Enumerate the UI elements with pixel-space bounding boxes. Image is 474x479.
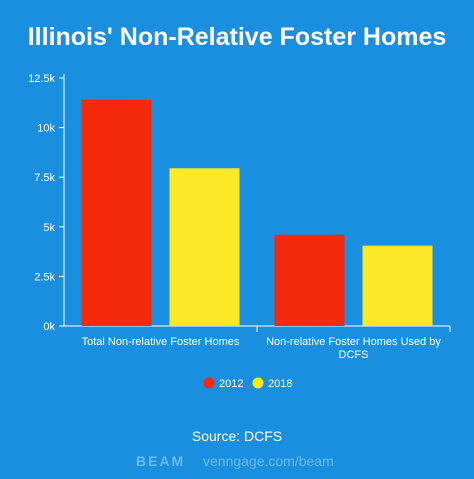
y-tick-label: 7.5k bbox=[34, 172, 55, 184]
x-category-label: DCFS bbox=[339, 349, 369, 361]
legend-swatch-2018 bbox=[252, 377, 264, 389]
x-category-label: Total Non-relative Foster Homes bbox=[82, 336, 240, 348]
beam-logo: BEAM bbox=[136, 453, 185, 469]
bars bbox=[81, 99, 433, 326]
x-category-label: Non-relative Foster Homes Used by bbox=[266, 336, 441, 348]
venngage-link[interactable]: venngage.com/beam bbox=[203, 453, 334, 469]
x-axis-labels: Total Non-relative Foster Homes Non-relat… bbox=[82, 326, 451, 361]
legend-label: 2012 bbox=[219, 378, 243, 390]
y-axis-ticks: 0k 2.5k 5k 7.5k 10k 12.5k bbox=[28, 73, 64, 333]
y-tick-label: 10k bbox=[37, 123, 55, 135]
legend-swatch-2012 bbox=[203, 377, 215, 389]
bar-2018-1 bbox=[169, 168, 240, 326]
legend-label: 2018 bbox=[268, 378, 292, 390]
y-tick-label: 5k bbox=[43, 222, 55, 234]
y-tick-label: 2.5k bbox=[34, 271, 55, 283]
bar-2012-1 bbox=[81, 99, 152, 326]
y-tick-label: 12.5k bbox=[28, 73, 55, 85]
y-tick-label: 0k bbox=[43, 321, 55, 333]
bar-2012-2 bbox=[274, 234, 345, 326]
chart-title: Illinois' Non-Relative Foster Homes bbox=[28, 23, 447, 51]
source-note: Source: DCFS bbox=[192, 428, 282, 444]
legend: 2012 2018 bbox=[203, 377, 292, 390]
bar-2018-2 bbox=[362, 245, 433, 326]
